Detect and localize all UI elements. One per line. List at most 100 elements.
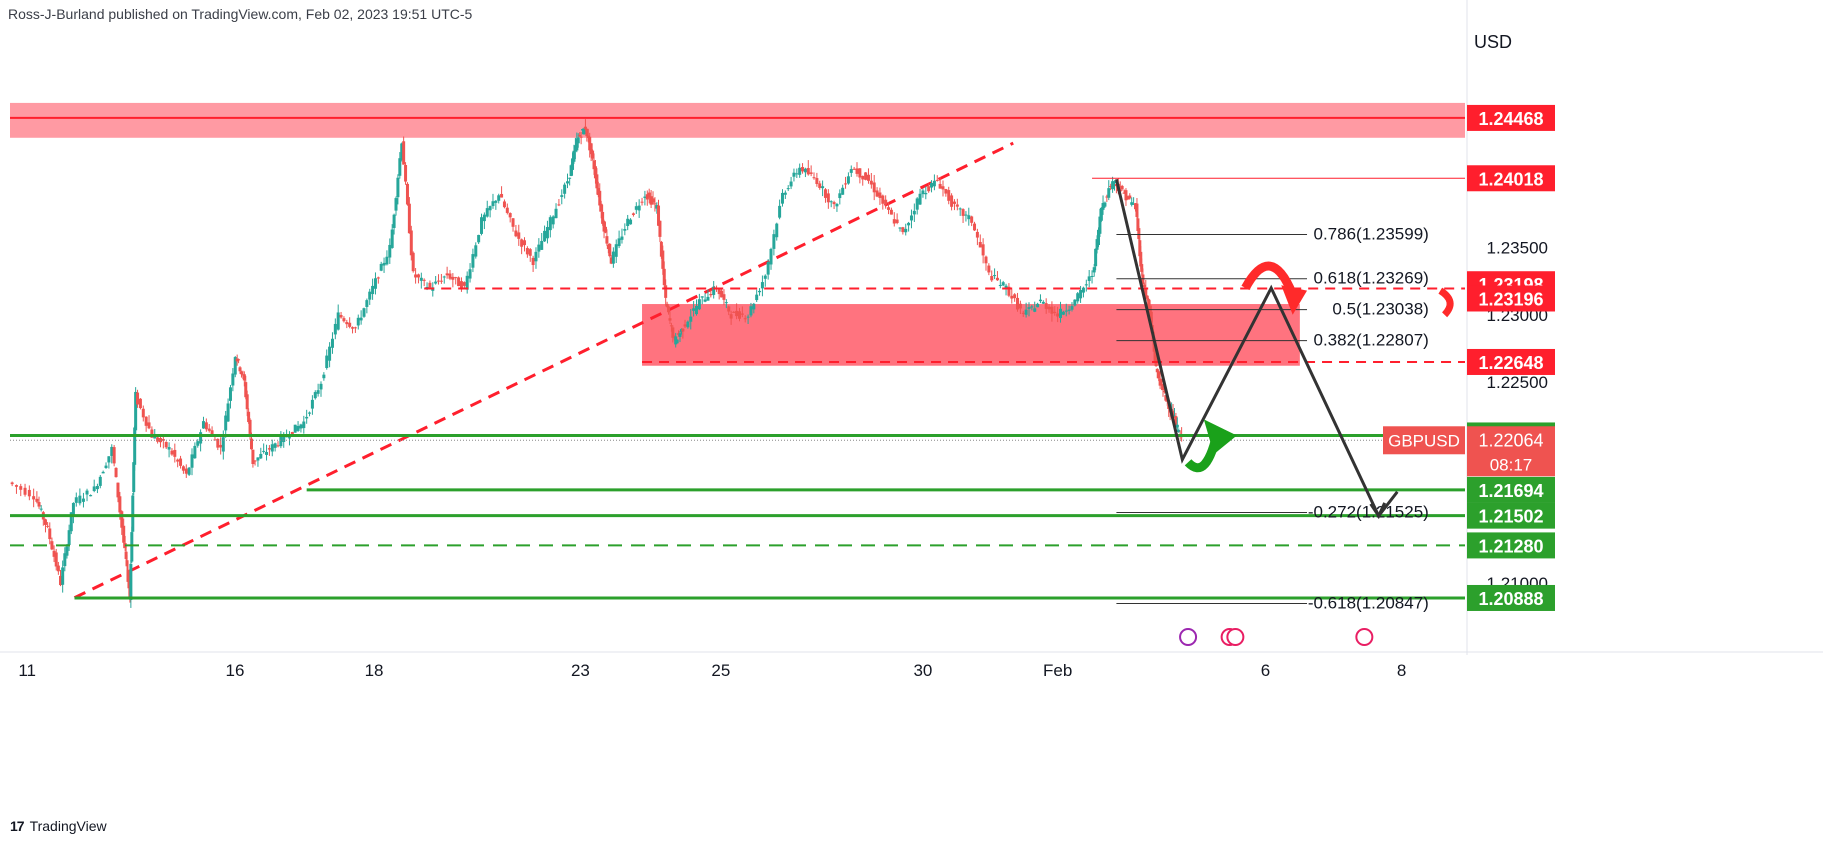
candle	[605, 229, 609, 246]
candle-body	[620, 236, 624, 240]
candle-body	[1047, 306, 1051, 310]
candle-body	[821, 186, 825, 189]
candle	[1103, 201, 1107, 208]
candle-body	[809, 172, 813, 174]
candle	[362, 307, 366, 318]
candle	[35, 491, 39, 504]
candle-body	[125, 560, 129, 566]
candle	[508, 212, 512, 223]
candle	[1004, 283, 1008, 296]
candle	[832, 200, 836, 209]
price-badge-bg	[1467, 165, 1555, 192]
candle-body	[1107, 188, 1111, 198]
candle	[783, 190, 787, 199]
candle	[647, 188, 651, 204]
candle-body	[987, 265, 991, 273]
candle-body	[43, 519, 47, 525]
candle-body	[1147, 299, 1151, 308]
candle-body	[193, 445, 197, 459]
candle-body	[826, 193, 830, 203]
candle	[709, 290, 713, 298]
candle-body	[795, 173, 799, 175]
candle-body	[390, 229, 394, 248]
candle-body	[388, 244, 392, 258]
candle	[48, 522, 52, 545]
candle-body	[995, 277, 999, 281]
candle	[1064, 303, 1068, 317]
candle	[795, 168, 799, 179]
candle-body	[187, 467, 191, 475]
candle	[780, 189, 784, 207]
candle	[798, 163, 802, 178]
candle-body	[396, 177, 400, 198]
candle	[276, 441, 280, 448]
candle	[419, 272, 423, 289]
candle-body	[385, 256, 389, 265]
candle	[422, 278, 426, 287]
candle	[394, 196, 398, 216]
candle-body	[365, 300, 369, 307]
candle-body	[448, 273, 452, 279]
candle	[855, 162, 859, 177]
candle-body	[1103, 202, 1107, 207]
candle	[1056, 306, 1060, 323]
candle-body	[651, 198, 655, 203]
candle	[434, 276, 438, 285]
candle	[54, 548, 58, 571]
candle-body	[120, 511, 124, 528]
candle-body	[907, 222, 911, 226]
candle	[52, 545, 56, 563]
candle	[302, 415, 306, 434]
candle	[416, 273, 420, 284]
candle-body	[735, 310, 739, 317]
candle	[1050, 301, 1054, 322]
candle-body	[743, 318, 747, 320]
candle-body	[353, 327, 357, 329]
candle	[46, 522, 50, 529]
candle	[1107, 180, 1111, 201]
current-price-bg	[1467, 426, 1555, 477]
price-badge-bg	[1467, 104, 1555, 131]
candle-body	[201, 421, 205, 429]
candle-body	[603, 226, 607, 233]
candle	[717, 287, 721, 300]
symbol-badge-label: GBPUSD	[1388, 431, 1460, 450]
candle-body	[371, 285, 375, 295]
candle-body	[1132, 203, 1136, 205]
candle	[74, 492, 78, 507]
candle-body	[101, 471, 105, 474]
candle-body	[256, 457, 260, 461]
candle-body	[924, 193, 928, 195]
candle-body	[1041, 301, 1045, 304]
candle	[924, 186, 928, 200]
candle-body	[895, 219, 899, 224]
candle-body	[184, 468, 188, 474]
candle	[984, 255, 988, 271]
candle	[477, 234, 481, 245]
candle	[89, 494, 93, 497]
candle-body	[471, 254, 475, 268]
x-tick-label: 23	[571, 661, 590, 680]
candle	[545, 220, 549, 244]
candle-body	[1084, 284, 1088, 286]
candle-body	[351, 327, 355, 329]
candle-body	[245, 394, 249, 410]
candle	[133, 425, 137, 471]
candle-body	[176, 459, 180, 462]
candle-body	[640, 201, 644, 203]
candle-body	[1030, 306, 1034, 308]
candle-body	[110, 446, 114, 456]
x-tick-label: 18	[365, 661, 384, 680]
candle-body	[379, 263, 383, 271]
candle	[61, 560, 65, 593]
candle-body	[760, 282, 764, 289]
candle	[167, 442, 171, 458]
candle	[912, 203, 916, 222]
candle-body	[585, 128, 589, 137]
candle	[262, 443, 266, 454]
candle	[703, 293, 707, 303]
candle	[199, 429, 203, 452]
candle-body	[196, 441, 200, 446]
current-price-badge: GBPUSD 1.22064 08:17	[1383, 426, 1555, 477]
